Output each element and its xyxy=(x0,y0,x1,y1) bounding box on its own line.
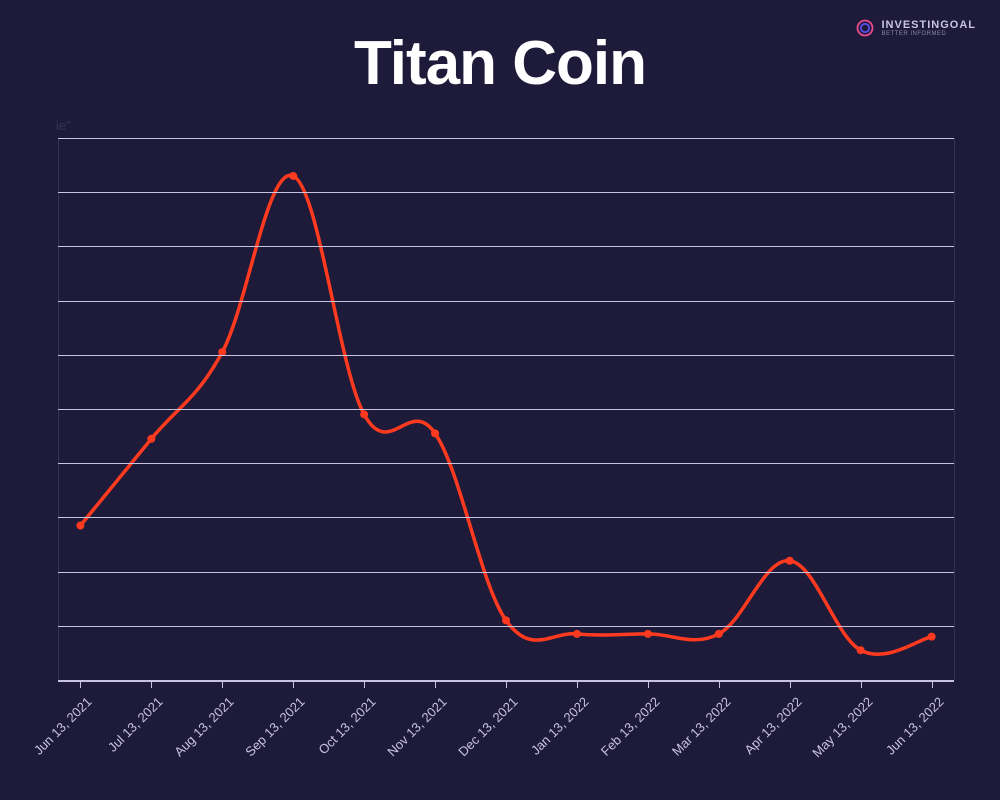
x-axis-label: Jul 13, 2021 xyxy=(85,694,166,775)
x-tick xyxy=(364,680,365,688)
data-point xyxy=(573,630,581,638)
gridline xyxy=(58,192,954,193)
x-axis-label: Sep 13, 2021 xyxy=(226,694,307,775)
x-axis-label: Nov 13, 2021 xyxy=(368,694,449,775)
x-axis-label: May 13, 2022 xyxy=(794,694,875,775)
x-tick xyxy=(293,680,294,688)
gridline xyxy=(58,463,954,464)
x-axis-label: Jun 13, 2022 xyxy=(865,694,946,775)
logo-icon xyxy=(855,18,875,38)
x-axis-label: Oct 13, 2021 xyxy=(297,694,378,775)
data-point xyxy=(431,429,439,437)
data-point xyxy=(786,557,794,565)
gridline xyxy=(58,246,954,247)
gridline xyxy=(58,138,954,139)
data-point xyxy=(502,616,510,624)
data-point xyxy=(644,630,652,638)
data-point xyxy=(857,646,865,654)
gridline xyxy=(58,626,954,627)
x-tick xyxy=(151,680,152,688)
x-tick xyxy=(222,680,223,688)
x-tick xyxy=(790,680,791,688)
x-axis-label: Feb 13, 2022 xyxy=(581,694,662,775)
x-axis-label: Jan 13, 2022 xyxy=(510,694,591,775)
x-tick xyxy=(932,680,933,688)
x-tick xyxy=(506,680,507,688)
data-point xyxy=(147,435,155,443)
x-axis-label: Mar 13, 2022 xyxy=(652,694,733,775)
gridline xyxy=(58,355,954,356)
gridline xyxy=(58,517,954,518)
price-chart: Jun 13, 2021Jul 13, 2021Aug 13, 2021Sep … xyxy=(58,138,954,680)
x-tick xyxy=(719,680,720,688)
data-point xyxy=(76,522,84,530)
x-tick xyxy=(80,680,81,688)
x-tick xyxy=(861,680,862,688)
gridline xyxy=(58,572,954,573)
gridline xyxy=(58,301,954,302)
data-point xyxy=(289,172,297,180)
chart-border xyxy=(58,138,59,680)
x-axis-label: Jun 13, 2021 xyxy=(14,694,95,775)
faded-corner-label: ie" xyxy=(56,118,71,133)
data-point xyxy=(360,410,368,418)
x-axis-label: Dec 13, 2021 xyxy=(439,694,520,775)
x-tick xyxy=(435,680,436,688)
x-axis-label: Apr 13, 2022 xyxy=(723,694,804,775)
data-point xyxy=(715,630,723,638)
x-axis-label: Aug 13, 2021 xyxy=(156,694,237,775)
brand-logo: INVESTINGOAL BETTER INFORMED xyxy=(855,18,976,38)
gridline xyxy=(58,409,954,410)
x-tick xyxy=(577,680,578,688)
logo-sub-text: BETTER INFORMED xyxy=(881,31,976,37)
data-point xyxy=(928,633,936,641)
chart-border xyxy=(954,138,955,680)
page-title: Titan Coin xyxy=(0,0,1000,99)
logo-main-text: INVESTINGOAL xyxy=(881,20,976,31)
x-tick xyxy=(648,680,649,688)
